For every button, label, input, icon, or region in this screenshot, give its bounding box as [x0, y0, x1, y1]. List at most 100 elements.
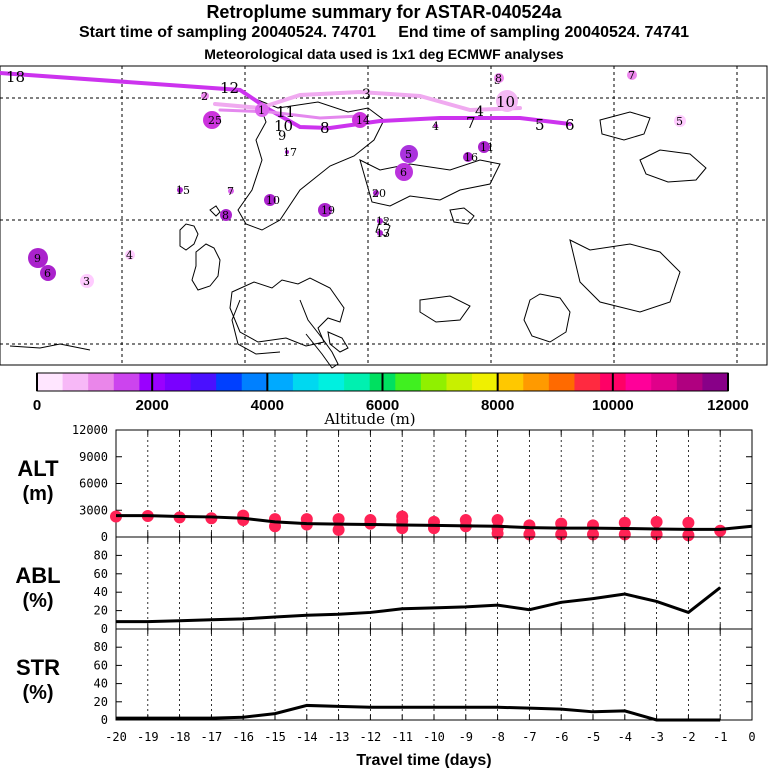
- cluster-marker: [496, 90, 518, 112]
- cluster-marker: [400, 145, 418, 163]
- cluster-marker: [627, 70, 637, 80]
- end-time-label: End time of sampling 20040524. 74741: [398, 24, 690, 41]
- colorbar-swatch: [523, 373, 550, 391]
- panel-ylabel: ALT: [17, 456, 59, 481]
- start-time-label: Start time of sampling 20040524. 74701: [78, 24, 376, 41]
- colorbar-swatch: [472, 373, 499, 391]
- y-tick-label: 6000: [79, 477, 108, 491]
- colorbar-tick-label: 4000: [251, 397, 284, 414]
- traj-label: 3: [362, 87, 371, 103]
- colorbar-swatch: [216, 373, 243, 391]
- cluster-label: 4: [126, 249, 133, 262]
- y-tick-label: 60: [94, 658, 108, 672]
- cluster-label: 13: [376, 227, 390, 240]
- colorbar-swatch: [497, 373, 524, 391]
- x-tick-label: -14: [296, 730, 318, 744]
- colorbar-swatch: [676, 373, 703, 391]
- cluster-marker: [220, 209, 232, 221]
- str-series-line: [116, 703, 721, 722]
- cluster-label: 1: [258, 104, 265, 117]
- cluster-label: 6: [44, 267, 51, 280]
- colorbar-label: Altitude (m): [323, 410, 415, 428]
- met-data-label: Meteorological data used is 1x1 deg ECMW…: [204, 46, 564, 62]
- x-tick-label: -2: [681, 730, 695, 744]
- panel-abl: 0 20 40 60 80 ABL(%): [15, 536, 753, 636]
- map-frame: [0, 65, 768, 366]
- panel-alt: 0 3000 6000 9000 12000 ALT(m): [17, 423, 753, 544]
- plot-title: Retroplume summary for ASTAR-040524a: [206, 2, 562, 22]
- colorbar-ticks: 0 2000 4000 6000 8000 10000 12000: [33, 373, 749, 414]
- x-tick-label: -13: [328, 730, 350, 744]
- altitude-point: [682, 529, 695, 542]
- cluster-marker: [177, 187, 183, 193]
- x-tick-label: -16: [232, 730, 254, 744]
- abl-series-line: [116, 586, 722, 624]
- panel-ylabel-unit: (m): [22, 483, 53, 505]
- cluster-marker: [255, 103, 269, 117]
- cluster-label: 20: [372, 187, 386, 200]
- cluster-label: 2: [201, 90, 208, 103]
- altitude-point: [396, 510, 409, 523]
- traj-label: 9: [278, 129, 286, 144]
- y-tick-label: 80: [94, 548, 108, 562]
- cluster-marker: [285, 150, 289, 154]
- cluster-label: 16: [464, 151, 478, 164]
- colorbar-swatch: [241, 373, 268, 391]
- cluster-label: 3: [83, 275, 90, 288]
- cluster-label: 25: [208, 114, 222, 127]
- colorbar-tick-label: 8000: [481, 397, 514, 414]
- y-tick-label: 3000: [79, 503, 108, 517]
- cluster-label: 4: [432, 120, 439, 133]
- cluster-marker: [203, 111, 221, 129]
- x-tick-label: -4: [618, 730, 632, 744]
- traj-label: 10: [274, 117, 293, 135]
- traj-label: 18: [6, 68, 25, 86]
- x-tick-label: -5: [586, 730, 600, 744]
- cluster-marker: [434, 124, 438, 128]
- cluster-label: 5: [676, 115, 683, 128]
- cluster-label: 15: [176, 184, 190, 197]
- x-axis-label: Travel time (days): [356, 752, 491, 768]
- cluster-label: 9: [34, 252, 41, 265]
- y-tick-label: 20: [94, 695, 108, 709]
- x-tick-label: -7: [522, 730, 536, 744]
- x-tick-label: -15: [264, 730, 286, 744]
- traj-label: 11: [276, 103, 295, 121]
- cluster-label: 17: [283, 146, 297, 159]
- cluster-marker: [352, 112, 368, 128]
- trajectory-path-1: [0, 71, 572, 131]
- altitude-point: [650, 515, 663, 528]
- cluster-label: 10: [266, 194, 280, 207]
- cluster-marker: [40, 265, 56, 281]
- trajectory-path-3: [218, 108, 362, 120]
- y-tick-label: 80: [94, 640, 108, 654]
- altitude-point: [682, 516, 695, 529]
- sampling-time-line: Start time of sampling 20040524. 74701 E…: [0, 24, 768, 42]
- x-tick-label: -9: [459, 730, 473, 744]
- y-tick-label: 12000: [72, 423, 108, 437]
- cluster-marker: [318, 203, 332, 217]
- colorbar-swatch: [318, 373, 345, 391]
- x-tick-label: -1: [713, 730, 727, 744]
- colorbar-swatch: [651, 373, 678, 391]
- cluster-label: 7: [628, 69, 635, 82]
- cluster-marker: [395, 163, 413, 181]
- colorbar-swatch: [548, 373, 575, 391]
- traj-label: 10: [496, 93, 515, 111]
- altitude-point: [491, 514, 504, 527]
- y-tick-label: 9000: [79, 450, 108, 464]
- y-tick-label: 0: [101, 622, 108, 636]
- colorbar-swatch: [190, 373, 217, 391]
- y-tick-label: 0: [101, 530, 108, 544]
- cluster-marker: [478, 141, 490, 153]
- cluster-label: 14: [356, 114, 370, 127]
- x-tick-label: -8: [490, 730, 504, 744]
- panel-ylabel-unit: (%): [22, 590, 53, 612]
- altitude-point: [332, 523, 345, 536]
- altitude-point: [332, 513, 345, 526]
- traj-label: 8: [320, 119, 330, 137]
- cluster-marker: [228, 188, 234, 194]
- colorbar-tick-label: 12000: [707, 397, 749, 414]
